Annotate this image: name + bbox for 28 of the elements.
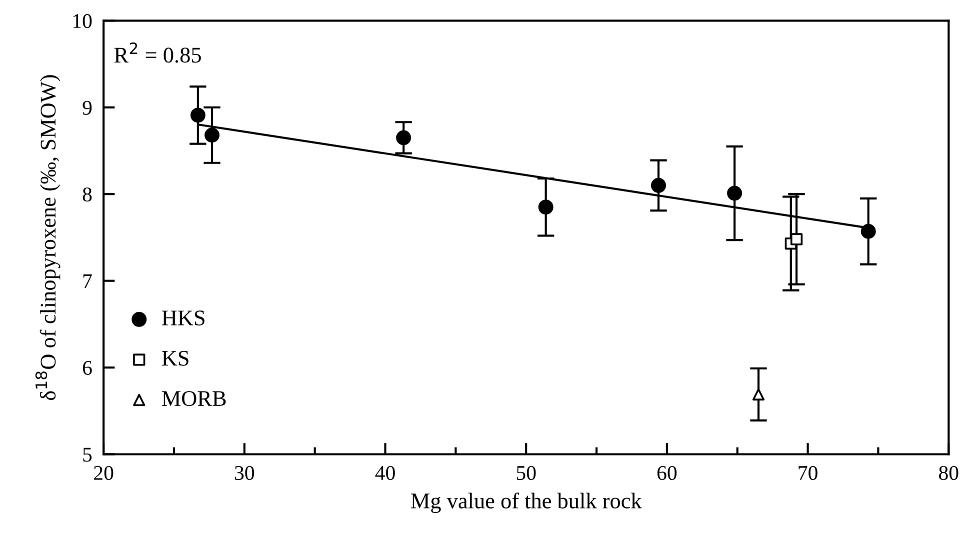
legend-label: HKS xyxy=(162,310,204,326)
y-tick-label: 6 xyxy=(82,360,92,375)
point xyxy=(538,200,554,215)
y-tick-label: 7 xyxy=(83,274,92,288)
y-tick-label: 9 xyxy=(82,100,92,115)
point xyxy=(396,130,412,146)
point xyxy=(790,233,803,246)
x-tick-label: 50 xyxy=(516,466,536,480)
point xyxy=(727,186,742,201)
y-tick-label: 8 xyxy=(82,187,92,202)
x-axis-title: Mg value of the bulk rock xyxy=(411,492,642,514)
x-tick-label: 70 xyxy=(798,466,818,480)
point xyxy=(204,128,220,143)
x-tick-label: 60 xyxy=(657,466,677,480)
y-axis-title: δ$^{18}$O of clinopyroxene (‰, SMOW) xyxy=(35,75,60,400)
annotation: R$^{2}$ = 0.85 xyxy=(114,42,201,63)
legend-label: MORB xyxy=(162,391,226,406)
x-tick-label: 40 xyxy=(375,466,395,480)
x-tick-label: 30 xyxy=(235,466,254,480)
x-tick-label: 20 xyxy=(94,466,114,480)
x-tick-label: 80 xyxy=(939,466,958,480)
point xyxy=(860,224,876,239)
y-tick-label: 10 xyxy=(73,14,92,28)
y-tick-label: 5 xyxy=(83,448,92,462)
legend-label: KS xyxy=(162,350,188,366)
point xyxy=(752,388,765,400)
point xyxy=(651,178,666,193)
point xyxy=(190,108,206,123)
